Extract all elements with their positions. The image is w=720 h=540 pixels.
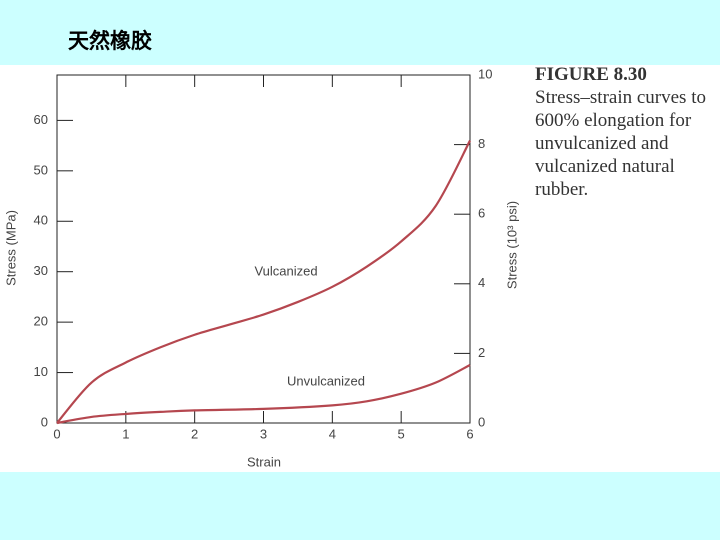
x-tick-label: 0 — [53, 426, 60, 441]
x-tick-label: 5 — [398, 426, 405, 441]
y-tick-label: 50 — [34, 162, 48, 177]
y2-tick-label: 10 — [478, 66, 492, 81]
y-tick-label: 0 — [41, 414, 48, 429]
x-axis-title: Strain — [247, 454, 281, 469]
caption-line: 600% elongation for — [535, 110, 692, 131]
x-tick-label: 3 — [260, 426, 267, 441]
x-tick-label: 1 — [122, 426, 129, 441]
caption-line: Stress–strain curves to — [535, 87, 706, 108]
y2-axis-title: Stress (10³ psi) — [504, 201, 519, 289]
figure-label: FIGURE 8.30 — [535, 64, 647, 85]
y-tick-label: 20 — [34, 314, 48, 329]
y-tick-label: 30 — [34, 263, 48, 278]
line-series — [56, 140, 471, 424]
y2-tick-label: 6 — [478, 206, 485, 221]
caption-line: vulcanized natural — [535, 156, 675, 177]
y2-tick-label: 0 — [478, 414, 485, 429]
x-tick-label: 6 — [466, 426, 473, 441]
series-label: Vulcanized — [254, 263, 317, 278]
y-tick-label: 60 — [34, 112, 48, 127]
y-tick-label: 40 — [34, 213, 48, 228]
x-tick-label: 4 — [329, 426, 336, 441]
caption-line: unvulcanized and — [535, 133, 669, 154]
y2-tick-label: 8 — [478, 136, 485, 151]
slide-title: 天然橡胶 — [68, 29, 152, 53]
y2-tick-label: 4 — [478, 275, 485, 290]
plot: 0 1 2 3 4 5 601020304050600246810StrainStress … — [3, 66, 519, 469]
caption-line: rubber. — [535, 179, 588, 200]
content-area — [0, 65, 720, 472]
y-tick-label: 10 — [34, 364, 48, 379]
line-series — [56, 364, 471, 425]
x-tick-label: 2 — [191, 426, 198, 441]
y2-tick-label: 2 — [478, 345, 485, 360]
y-axis-title: Stress (MPa) — [3, 210, 18, 286]
series-label: Unvulcanized — [287, 373, 365, 388]
